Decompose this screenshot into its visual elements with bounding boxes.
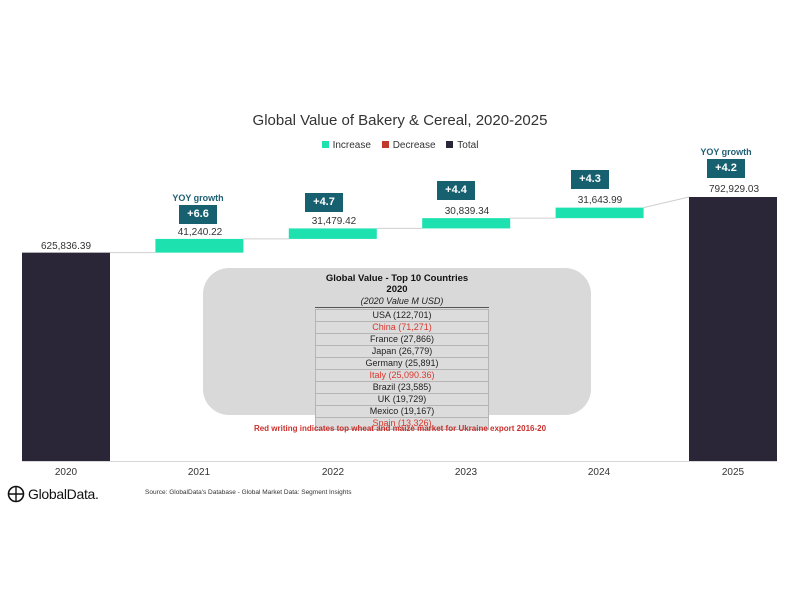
x-axis-line bbox=[22, 461, 777, 462]
panel-title: Global Value - Top 10 Countries 2020 bbox=[203, 273, 591, 295]
panel-title-line2: 2020 bbox=[386, 284, 408, 295]
top-countries-panel: Global Value - Top 10 Countries 2020 (20… bbox=[203, 268, 591, 430]
yoy-badge-2025: +4.2 bbox=[707, 159, 745, 178]
yoy-badge-2024: +4.3 bbox=[571, 170, 609, 189]
bar-2023 bbox=[422, 218, 511, 229]
legend-decrease-swatch bbox=[381, 141, 389, 148]
value-label-2023: 30,839.34 bbox=[444, 206, 490, 217]
x-tick-2020: 2020 bbox=[54, 467, 78, 478]
yoy-badge-2021: +6.6 bbox=[179, 205, 217, 224]
globaldata-logo-icon bbox=[7, 485, 25, 503]
country-row: France (27,866) bbox=[315, 334, 489, 346]
legend-total: Total bbox=[446, 140, 478, 151]
bar-2024 bbox=[555, 207, 644, 219]
value-label-2025: 792,929.03 bbox=[708, 184, 760, 195]
legend-increase-label: Increase bbox=[332, 140, 371, 151]
source-note: Source: GlobalData's Database - Global M… bbox=[145, 489, 352, 496]
globaldata-logo: GlobalData. bbox=[7, 484, 99, 504]
legend-decrease: Decrease bbox=[381, 140, 436, 151]
chart-title: Global Value of Bakery & Cereal, 2020-20… bbox=[252, 112, 548, 129]
legend-increase: Increase bbox=[321, 140, 371, 151]
country-row: Brazil (23,585) bbox=[315, 382, 489, 394]
country-row: China (71,271) bbox=[315, 322, 489, 334]
panel-title-line1: Global Value - Top 10 Countries bbox=[325, 273, 469, 284]
bar-2021 bbox=[155, 238, 244, 253]
panel-subtitle: (2020 Value M USD) bbox=[315, 296, 489, 308]
value-label-2024: 31,643.99 bbox=[577, 195, 623, 206]
country-row: Mexico (19,167) bbox=[315, 406, 489, 418]
country-list: USA (122,701) China (71,271) France (27,86… bbox=[315, 309, 489, 430]
connector-line-2025 bbox=[643, 196, 690, 209]
yoy-caption-2025: YOY growth bbox=[700, 147, 752, 157]
value-label-2020: 625,836.39 bbox=[40, 241, 92, 252]
country-row: Germany (25,891) bbox=[315, 358, 489, 370]
legend-total-label: Total bbox=[457, 140, 479, 151]
legend-decrease-label: Decrease bbox=[392, 140, 436, 151]
x-tick-2021: 2021 bbox=[187, 467, 211, 478]
yoy-badge-2022: +4.7 bbox=[305, 193, 343, 212]
country-row: UK (19,729) bbox=[315, 394, 489, 406]
x-tick-2025: 2025 bbox=[721, 467, 745, 478]
footnote-red-writing: Red writing indicates top wheat and maiz… bbox=[253, 424, 547, 433]
x-tick-2024: 2024 bbox=[587, 467, 611, 478]
bar-2022 bbox=[288, 228, 377, 239]
value-label-2022: 31,479.42 bbox=[311, 216, 357, 227]
yoy-badge-2023: +4.4 bbox=[437, 181, 475, 200]
country-row: Spain (13,326) bbox=[315, 418, 489, 430]
yoy-caption-2021: YOY growth bbox=[172, 193, 224, 203]
chart-legend: Increase Decrease Total bbox=[0, 140, 800, 151]
value-label-2021: 41,240.22 bbox=[177, 227, 223, 238]
bar-2025 bbox=[689, 197, 777, 461]
legend-increase-swatch bbox=[321, 141, 329, 148]
country-row: Japan (26,779) bbox=[315, 346, 489, 358]
logo-text: GlobalData. bbox=[28, 486, 99, 502]
x-tick-2022: 2022 bbox=[321, 467, 345, 478]
bar-2020 bbox=[22, 252, 110, 461]
country-row: Italy (25,090.36) bbox=[315, 370, 489, 382]
country-row: USA (122,701) bbox=[315, 309, 489, 322]
x-tick-2023: 2023 bbox=[454, 467, 478, 478]
legend-total-swatch bbox=[446, 141, 454, 148]
